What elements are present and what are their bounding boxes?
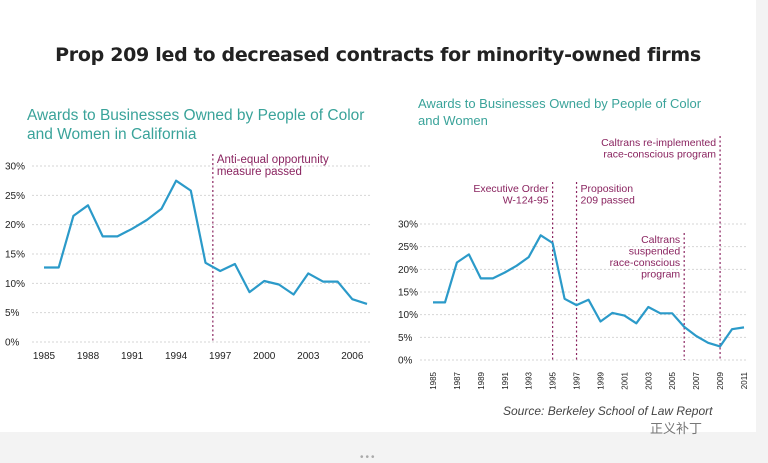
chart1-x-tick-label: 1993 xyxy=(525,371,534,389)
chart0-x-tick-label: 2000 xyxy=(253,351,276,362)
chart0-y-tick-label: 5% xyxy=(5,308,20,319)
chart0-y-tick-label: 30% xyxy=(5,162,25,173)
chart0-x-tick-label: 1997 xyxy=(209,351,232,362)
chart0-annotation-label: measure passed xyxy=(217,166,302,178)
chart1-x-tick-label: 1991 xyxy=(501,371,510,389)
source-note: Source: Berkeley School of Law Report xyxy=(503,404,712,418)
chart0-x-tick-label: 1985 xyxy=(33,351,56,362)
chart1-annotation-label: program xyxy=(641,269,680,281)
chart1-annotation-label: Caltrans xyxy=(641,234,680,246)
chart1-annotation-label: Executive Order xyxy=(473,183,549,195)
chart1-x-tick-label: 2003 xyxy=(644,371,653,389)
chart0-x-tick-label: 1988 xyxy=(77,351,100,362)
chart0-x-tick-label: 1994 xyxy=(165,351,188,362)
chart1-x-tick-label: 2001 xyxy=(620,371,629,389)
chart1-x-tick-label: 2005 xyxy=(668,371,677,389)
slide-card: Prop 209 led to decreased contracts for … xyxy=(0,0,756,432)
chart1-x-tick-label: 1989 xyxy=(477,371,486,389)
chart1-y-tick-label: 20% xyxy=(398,265,418,276)
chart0-x-tick-label: 1991 xyxy=(121,351,144,362)
chart1-x-tick-label: 1997 xyxy=(573,371,582,389)
chart1-annotation-label: W-124-95 xyxy=(503,195,549,207)
chart1-series-line xyxy=(433,235,744,346)
watermark: 正义补丁 xyxy=(650,418,702,437)
chart1-y-tick-label: 30% xyxy=(398,220,418,231)
chart0-annotation-label: Anti-equal opportunity xyxy=(217,154,329,166)
chart1-annotation-label: race-conscious xyxy=(610,257,681,269)
chart1-x-tick-label: 1995 xyxy=(549,371,558,389)
chart1-annotation-label: Caltrans re-implemented xyxy=(601,137,716,149)
chart1-x-tick-label: 1985 xyxy=(429,371,438,389)
chart1-annotation-label: Proposition xyxy=(581,183,634,195)
chart-left: 0% 5% 10% 15% 20% 25% 30% 1985 1988 1991 1994 1997 2… xyxy=(0,0,756,432)
chart1-x-tick-label: 1987 xyxy=(453,371,462,389)
chart1-x-tick-label: 2007 xyxy=(692,371,701,389)
chart0-series-line xyxy=(44,181,367,304)
chart0-x-tick-label: 2006 xyxy=(341,351,364,362)
chart1-y-tick-label: 5% xyxy=(398,333,413,344)
chart1-y-tick-label: 10% xyxy=(398,310,418,321)
chart0-y-tick-label: 25% xyxy=(5,191,25,202)
chart1-annotation-label: race-conscious program xyxy=(603,149,716,161)
chart0-y-tick-label: 15% xyxy=(5,250,25,261)
chart0-x-tick-label: 2003 xyxy=(297,351,320,362)
chart1-x-tick-label: 2009 xyxy=(716,371,725,389)
chart1-x-tick-label: 1999 xyxy=(596,371,605,389)
chart1-y-tick-label: 15% xyxy=(398,288,418,299)
chart0-y-tick-label: 10% xyxy=(5,279,25,290)
pagination-dots: ••• xyxy=(360,452,377,463)
chart0-y-tick-label: 20% xyxy=(5,220,25,231)
chart0-y-tick-label: 0% xyxy=(5,338,20,349)
chart1-x-tick-label: 2011 xyxy=(740,371,749,389)
chart1-annotation-label: suspended xyxy=(629,246,681,258)
chart1-y-tick-label: 0% xyxy=(398,356,413,367)
chart1-annotation-label: 209 passed xyxy=(581,195,635,207)
chart1-y-tick-label: 25% xyxy=(398,242,418,253)
